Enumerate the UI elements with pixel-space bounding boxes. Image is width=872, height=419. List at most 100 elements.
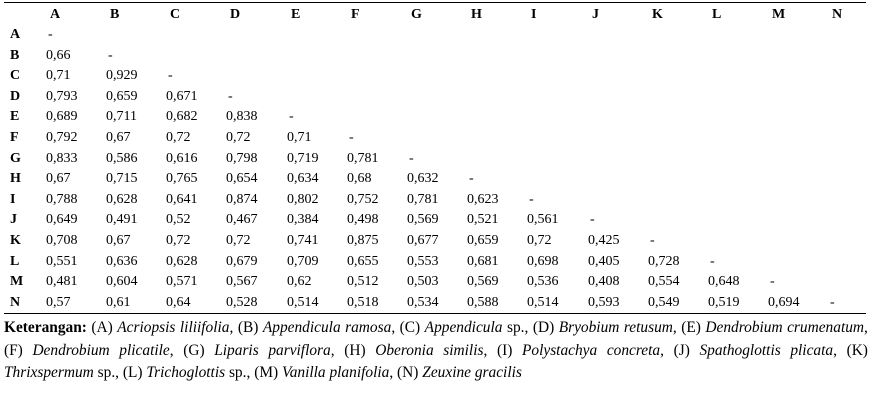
legend-separator: , [169, 341, 174, 359]
row-label-d: D [10, 88, 21, 104]
matrix-cell-g-d: 0,798 [226, 150, 258, 166]
matrix-cell-j-e: 0,384 [287, 212, 319, 228]
legend-separator: , [672, 319, 677, 336]
legend-separator: , [229, 319, 234, 336]
matrix-cell-f-d: 0,72 [226, 130, 251, 145]
matrix-cell-g-a: 0,833 [46, 150, 78, 166]
matrix-cell-l-k: 0,728 [648, 253, 680, 269]
matrix-cell-i-d: 0,874 [226, 191, 258, 207]
matrix-cell-m-e: 0,62 [287, 274, 312, 290]
legend-separator: , [864, 319, 868, 336]
matrix-cell-m-h: 0,569 [467, 274, 499, 290]
matrix-cell-m-b: 0,604 [106, 274, 138, 290]
matrix-cell-e-a: 0,689 [46, 109, 78, 125]
column-header-m: M [772, 7, 786, 22]
matrix-cell-m-g: 0,503 [407, 274, 439, 290]
legend-species-suffix: sp. [225, 364, 247, 382]
column-header-j: J [592, 7, 599, 22]
matrix-cell-f-f: - [349, 130, 354, 145]
row-label-k: K [10, 233, 21, 248]
row-label-h: H [10, 171, 21, 187]
matrix-cell-f-a: 0,792 [46, 130, 78, 145]
legend-separator: , [246, 364, 251, 382]
matrix-cell-m-i: 0,536 [527, 274, 559, 290]
matrix-cell-n-h: 0,588 [467, 294, 499, 310]
column-header-l: L [712, 7, 722, 22]
matrix-cell-d-c: 0,671 [166, 88, 198, 104]
matrix-cell-h-a: 0,67 [46, 171, 71, 187]
legend-species-name: Spathoglottis plicata [699, 341, 834, 359]
row-label-c: C [10, 68, 21, 84]
matrix-cell-j-d: 0,467 [226, 212, 258, 228]
legend-separator: , [330, 341, 335, 359]
legend-species-name: Trichoglottis [146, 364, 226, 382]
matrix-cell-k-i: 0,72 [527, 233, 552, 248]
matrix-cell-k-k: - [650, 233, 655, 248]
matrix-cell-e-c: 0,682 [166, 109, 198, 125]
legend-code: (E) [681, 319, 701, 336]
matrix-cell-n-k: 0,549 [648, 294, 680, 310]
legend-code: (N) [397, 364, 419, 382]
legend-species-name: Oberonia similis [375, 341, 484, 359]
matrix-cell-d-a: 0,793 [46, 88, 78, 104]
matrix-cell-n-i: 0,514 [527, 294, 559, 310]
matrix-cell-k-j: 0,425 [588, 233, 620, 248]
matrix-cell-n-c: 0,64 [166, 294, 191, 310]
matrix-cell-l-h: 0,681 [467, 253, 499, 269]
matrix-cell-n-g: 0,534 [407, 294, 439, 310]
row-label-i: I [10, 191, 16, 207]
legend-species-name: Dendrobium plicatile [32, 341, 170, 359]
matrix-cell-m-a: 0,481 [46, 274, 78, 290]
matrix-cell-l-c: 0,628 [166, 253, 198, 269]
column-header-i: I [531, 7, 537, 22]
matrix-cell-j-b: 0,491 [106, 212, 138, 228]
matrix-cell-i-c: 0,641 [166, 191, 198, 207]
matrix-cell-j-a: 0,649 [46, 212, 78, 228]
legend-species-suffix: sp. [502, 319, 525, 336]
column-header-k: K [652, 7, 663, 22]
row-label-b: B [10, 47, 20, 63]
matrix-cell-j-f: 0,498 [347, 212, 379, 228]
legend-code: (I) [496, 341, 513, 359]
matrix-cell-n-e: 0,514 [287, 294, 319, 310]
matrix-cell-k-e: 0,741 [287, 233, 319, 248]
matrix-cell-g-b: 0,586 [106, 150, 138, 166]
matrix-cell-n-a: 0,57 [46, 294, 71, 310]
legend-code: (L) [122, 364, 143, 382]
matrix-cell-l-j: 0,405 [588, 253, 620, 269]
row-label-a: A [10, 27, 21, 42]
matrix-cell-j-c: 0,52 [166, 212, 191, 228]
matrix-cell-g-g: - [409, 150, 414, 166]
column-header-e: E [291, 7, 301, 22]
matrix-cell-l-e: 0,709 [287, 253, 319, 269]
table-legend-note: Keterangan: (A) Acriopsis liliifolia, (B… [4, 317, 868, 385]
matrix-cell-n-l: 0,519 [708, 294, 740, 310]
legend-species-name: Vanilla planifolia [282, 364, 390, 382]
legend-separator: , [389, 364, 394, 382]
row-label-e: E [10, 109, 20, 125]
legend-species-name: Polystachya concreta [521, 341, 661, 359]
matrix-cell-j-i: 0,561 [527, 212, 559, 228]
matrix-cell-h-b: 0,715 [106, 171, 138, 187]
matrix-cell-b-a: 0,66 [46, 47, 71, 63]
matrix-cell-f-b: 0,67 [106, 130, 131, 145]
matrix-cell-n-d: 0,528 [226, 294, 258, 310]
legend-separator: , [483, 341, 488, 359]
legend-separator: , [833, 341, 837, 359]
matrix-cell-h-h: - [469, 171, 474, 187]
matrix-cell-g-c: 0,616 [166, 150, 198, 166]
legend-code: (K) [846, 341, 868, 359]
matrix-cell-l-i: 0,698 [527, 253, 559, 269]
matrix-cell-i-b: 0,628 [106, 191, 138, 207]
legend-separator: , [115, 364, 120, 382]
matrix-cell-k-a: 0,708 [46, 233, 78, 248]
row-label-n: N [10, 294, 21, 310]
column-header-a: A [50, 7, 61, 22]
matrix-cell-i-i: - [529, 191, 534, 207]
matrix-cell-f-e: 0,71 [287, 130, 312, 145]
legend-code: (D) [532, 319, 555, 336]
legend-species-name: Appendicula ramosa [262, 319, 392, 336]
column-header-g: G [411, 7, 422, 22]
row-label-m: M [10, 274, 24, 290]
matrix-cell-k-d: 0,72 [226, 233, 251, 248]
